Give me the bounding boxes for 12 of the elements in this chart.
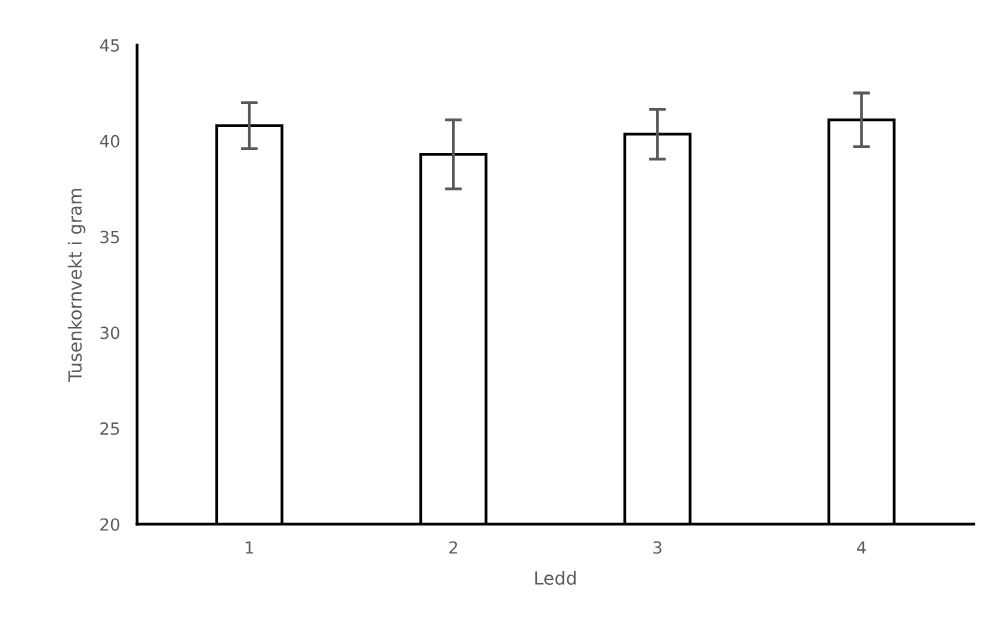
x-tick-label: 1 xyxy=(245,541,254,554)
y-tick-label: 35 xyxy=(100,230,119,244)
x-axis-title: Ledd xyxy=(535,570,576,585)
x-tick-label: 3 xyxy=(653,541,662,554)
y-tick-label: 20 xyxy=(100,518,120,531)
x-tick-label: 2 xyxy=(449,541,458,554)
x-tick-label: 4 xyxy=(857,541,866,554)
y-tick-label: 45 xyxy=(100,39,119,52)
y-tick-label: 25 xyxy=(100,422,119,435)
y-tick-label: 30 xyxy=(100,326,120,340)
y-axis-title: Tusenkornvekt i gram xyxy=(67,188,86,382)
y-tick-label: 40 xyxy=(100,134,120,148)
